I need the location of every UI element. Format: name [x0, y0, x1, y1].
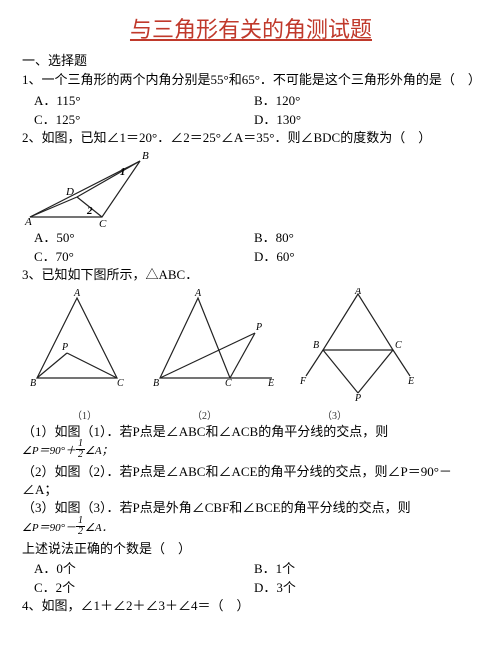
- q2-optC: C．70°: [22, 246, 254, 265]
- q2-stem: 2、如图，已知∠1＝20°．∠2＝25°∠A＝35°．则∠BDC的度数为（ ）: [22, 129, 480, 147]
- q3-fig3: A B C E F P: [298, 288, 418, 403]
- q3-f1: ∠P＝90°＋12∠A；: [22, 441, 480, 462]
- q3-captions: （1） （2） （3）: [22, 407, 480, 422]
- q3-optC: C．2个: [22, 577, 254, 596]
- q1-optA: A．115°: [22, 90, 254, 109]
- f3A: A: [354, 288, 362, 297]
- cap3: （3）: [322, 407, 347, 422]
- q3-optB: B．1个: [254, 558, 295, 577]
- f2B: B: [153, 378, 159, 388]
- q1-optB: B．120°: [254, 90, 300, 109]
- f2E: E: [267, 378, 274, 388]
- f1B: B: [30, 378, 36, 388]
- f2A: A: [194, 288, 202, 299]
- q3-optD: D．3个: [254, 577, 296, 596]
- f3C: C: [395, 340, 402, 351]
- q3-f3b: ∠A．: [85, 522, 113, 534]
- q3-f3: ∠P＝90°－12∠A．: [22, 518, 480, 539]
- q2-figure: A B C D 1 2: [22, 147, 152, 227]
- f1P: P: [61, 342, 68, 353]
- q3-stem: 3、已知如下图所示，△ABC．: [22, 266, 480, 284]
- q3-fig1: A B C P: [22, 288, 132, 388]
- q2-optD: D．60°: [254, 246, 295, 265]
- f2C: C: [225, 378, 232, 388]
- f3F: F: [299, 376, 307, 387]
- q3-opts-row1: A．0个 B．1个: [22, 558, 480, 577]
- f3P: P: [354, 393, 361, 403]
- q3-ask: 上述说法正确的个数是（ ）: [22, 540, 480, 558]
- lblA: A: [24, 216, 32, 227]
- cap1: （1）: [72, 407, 192, 422]
- q3-f1a: ∠P＝90°＋: [22, 445, 76, 457]
- q2-opts-row1: A．50° B．80°: [22, 227, 480, 246]
- q1-opts-row1: A．115° B．120°: [22, 90, 480, 109]
- lblD: D: [65, 186, 74, 198]
- q3-optA: A．0个: [22, 558, 254, 577]
- half-icon: 12: [76, 439, 85, 460]
- q4-stem: 4、如图，∠1＋∠2＋∠3＋∠4＝（ ）: [22, 597, 480, 615]
- q1-optD: D．130°: [254, 109, 301, 128]
- f3B: B: [313, 340, 319, 351]
- q3-s2: （2）如图（2）．若P点是∠ABC和∠ACE的角平分线的交点，则∠P＝90°－∠…: [22, 463, 480, 498]
- q3-f1b: ∠A；: [85, 445, 113, 457]
- q2-optA: A．50°: [22, 227, 254, 246]
- lbl2: 2: [86, 205, 93, 217]
- q1-stem: 1、一个三角形的两个内角分别是55°和65°．不可能是这个三角形外角的是（ ）: [22, 71, 480, 89]
- f2P: P: [255, 322, 262, 333]
- section-heading: 一、选择题: [22, 50, 480, 69]
- q2-opts-row2: C．70° D．60°: [22, 246, 480, 265]
- cap2: （2）: [192, 407, 322, 422]
- q1-opts-row2: C．125° D．130°: [22, 109, 480, 128]
- q3-s3: （3）如图（3）．若P点是外角∠CBF和∠BCE的角平分线的交点，则: [22, 499, 480, 517]
- q1-optC: C．125°: [22, 109, 254, 128]
- lbl1: 1: [120, 166, 126, 178]
- f3E: E: [407, 376, 414, 387]
- half-icon: 12: [76, 516, 85, 537]
- f1C: C: [117, 378, 124, 388]
- q2-optB: B．80°: [254, 227, 294, 246]
- q3-opts-row2: C．2个 D．3个: [22, 577, 480, 596]
- lblB: B: [142, 150, 149, 162]
- q3-s1: （1）如图（1）．若P点是∠ABC和∠ACB的角平分线的交点，则: [22, 423, 480, 441]
- page-title: 与三角形有关的角测试题: [22, 12, 480, 44]
- q3-f3a: ∠P＝90°－: [22, 522, 76, 534]
- f1A: A: [73, 288, 81, 299]
- q3-fig2: A B C E P: [150, 288, 280, 388]
- lblC: C: [99, 218, 107, 227]
